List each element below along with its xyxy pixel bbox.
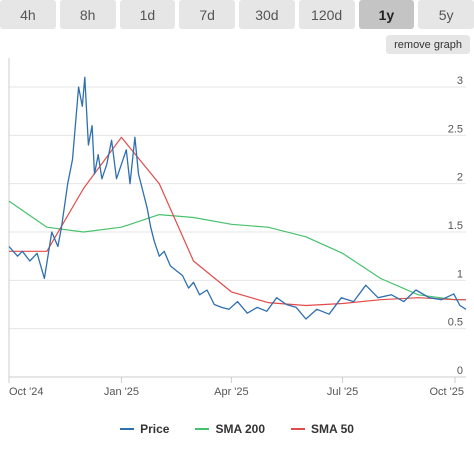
x-tick-label: Oct '24 [9,386,44,398]
x-tick-label: Jul '25 [327,386,358,398]
y-tick-label: 3 [457,75,463,87]
tab-4h[interactable]: 4h [0,0,56,29]
legend-label-price: Price [140,422,170,436]
price-line [8,76,467,320]
tab-1y[interactable]: 1y [358,0,415,29]
tab-5y[interactable]: 5y [418,0,474,29]
legend-item-sma200[interactable]: SMA 200 [195,418,265,440]
timeframe-tabs: 4h 8h 1d 7d 30d 120d 1y 5y [0,0,474,30]
sma200-line [8,200,466,301]
legend-item-sma50[interactable]: SMA 50 [291,418,354,440]
x-tick-label: Jan '25 [104,386,139,398]
price-swatch [120,428,135,430]
y-axis: 0 0.5 1 1.5 2 2.5 3 [448,75,463,377]
tab-1d[interactable]: 1d [119,0,176,29]
series-lines [8,76,467,320]
y-tick-label: 1 [457,268,463,280]
sma50-swatch [291,428,306,430]
tab-120d[interactable]: 120d [298,0,355,29]
tab-8h[interactable]: 8h [59,0,116,29]
legend: Price SMA 200 SMA 50 [0,418,474,440]
legend-item-price[interactable]: Price [120,418,169,440]
y-tick-label: 2 [457,172,463,184]
price-chart: 0 0.5 1 1.5 2 2.5 3 Oct '24 Jan '25 Apr '25 Jul '… [8,58,467,398]
legend-label-sma200: SMA 200 [215,422,266,436]
sma50-line [9,136,466,307]
legend-label-sma50: SMA 50 [311,422,354,436]
y-tick-label: 0 [457,365,463,377]
tab-30d[interactable]: 30d [239,0,295,29]
x-tick-label: Apr '25 [214,386,249,398]
tab-7d[interactable]: 7d [179,0,235,29]
x-tick-label: Oct '25 [429,386,464,398]
remove-graph-button[interactable]: remove graph [386,35,470,54]
y-tick-label: 2.5 [448,123,463,135]
x-axis: Oct '24 Jan '25 Apr '25 Jul '25 Oct '25 [8,377,464,398]
y-tick-label: 0.5 [448,317,463,329]
sma200-swatch [195,428,210,430]
y-tick-label: 1.5 [448,220,463,232]
